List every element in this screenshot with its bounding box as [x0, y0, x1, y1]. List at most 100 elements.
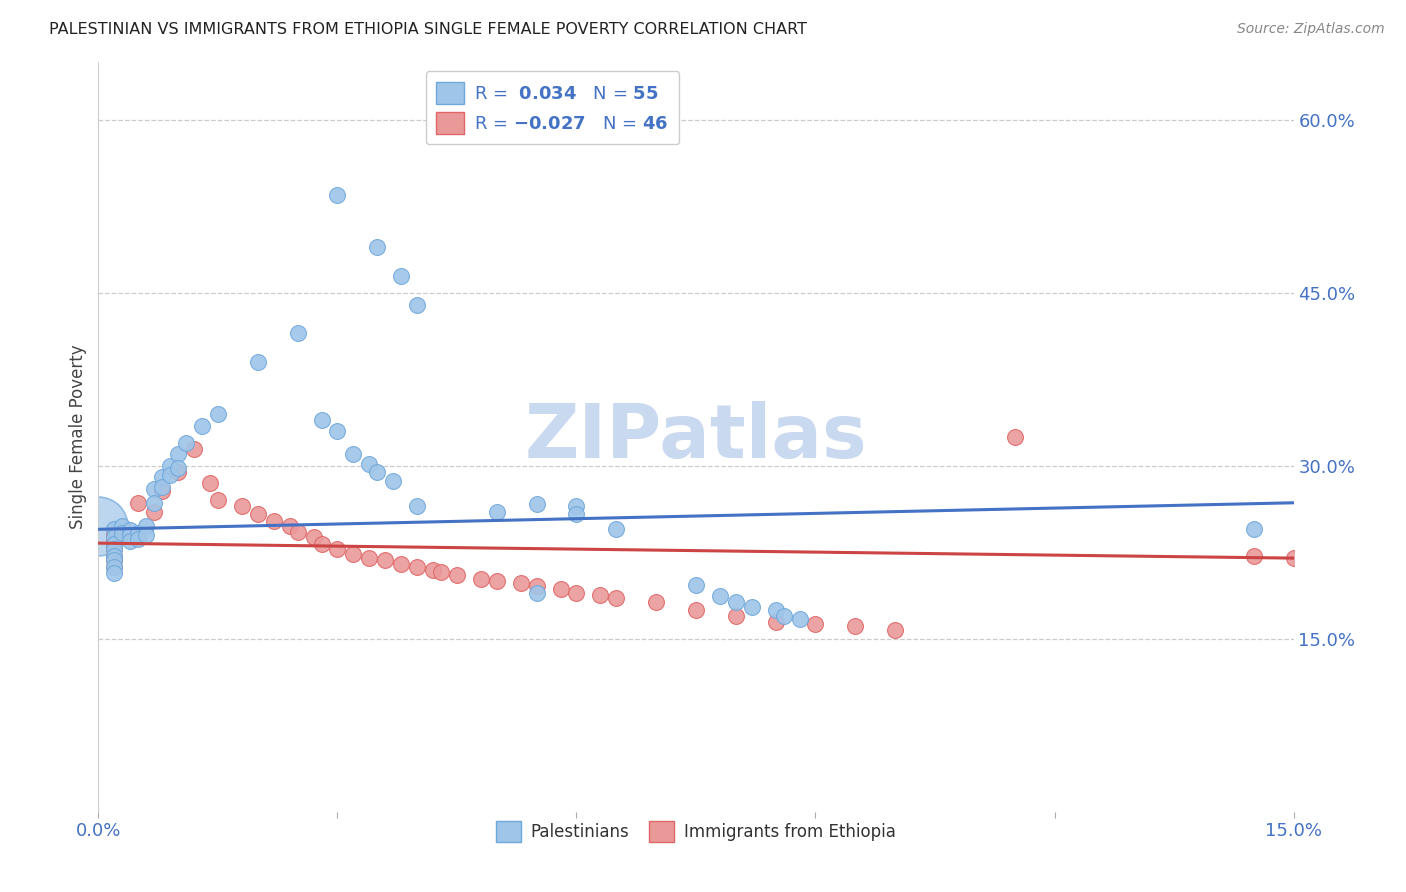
Point: [804, 616, 827, 631]
Point: [605, 591, 627, 606]
Point: [287, 524, 309, 539]
Point: [406, 560, 429, 574]
Point: [167, 461, 190, 475]
Point: [884, 623, 907, 637]
Point: [103, 553, 125, 567]
Point: [709, 589, 731, 603]
Point: [135, 519, 157, 533]
Point: [246, 355, 269, 369]
Point: [366, 240, 388, 254]
Point: [406, 500, 429, 514]
Point: [382, 474, 405, 488]
Point: [150, 470, 173, 484]
Point: [207, 493, 229, 508]
Point: [120, 524, 142, 538]
Point: [485, 505, 508, 519]
Point: [326, 425, 349, 439]
Point: [422, 563, 444, 577]
Point: [765, 615, 787, 629]
Point: [103, 566, 125, 580]
Text: Source: ZipAtlas.com: Source: ZipAtlas.com: [1237, 22, 1385, 37]
Point: [311, 537, 333, 551]
Point: [509, 576, 531, 591]
Point: [167, 447, 190, 461]
Point: [1243, 522, 1265, 536]
Point: [359, 551, 381, 566]
Point: [103, 560, 125, 574]
Point: [127, 532, 149, 546]
Point: [198, 476, 221, 491]
Point: [143, 482, 166, 496]
Point: [120, 533, 142, 548]
Point: [446, 568, 468, 582]
Point: [159, 458, 181, 473]
Point: [389, 268, 412, 283]
Text: ZIPatlas: ZIPatlas: [524, 401, 868, 474]
Point: [103, 549, 125, 563]
Point: [150, 484, 173, 499]
Point: [135, 528, 157, 542]
Point: [430, 565, 453, 579]
Point: [645, 595, 668, 609]
Legend: Palestinians, Immigrants from Ethiopia: Palestinians, Immigrants from Ethiopia: [489, 814, 903, 848]
Point: [143, 505, 166, 519]
Point: [342, 447, 364, 461]
Point: [685, 577, 707, 591]
Point: [150, 480, 173, 494]
Point: [207, 407, 229, 421]
Point: [103, 553, 125, 567]
Point: [111, 519, 134, 533]
Point: [565, 585, 588, 599]
Point: [406, 297, 429, 311]
Point: [526, 579, 548, 593]
Point: [120, 528, 142, 542]
Point: [326, 541, 349, 556]
Point: [366, 465, 388, 479]
Point: [103, 541, 125, 556]
Point: [103, 560, 125, 574]
Point: [741, 599, 763, 614]
Point: [167, 465, 190, 479]
Point: [724, 608, 747, 623]
Point: [159, 468, 181, 483]
Point: [359, 457, 381, 471]
Point: [1004, 430, 1026, 444]
Point: [302, 530, 325, 544]
Point: [103, 541, 125, 556]
Point: [311, 413, 333, 427]
Point: [103, 522, 125, 536]
Text: PALESTINIAN VS IMMIGRANTS FROM ETHIOPIA SINGLE FEMALE POVERTY CORRELATION CHART: PALESTINIAN VS IMMIGRANTS FROM ETHIOPIA …: [49, 22, 807, 37]
Point: [103, 528, 125, 542]
Point: [374, 553, 396, 567]
Point: [231, 500, 253, 514]
Point: [1243, 549, 1265, 563]
Point: [326, 188, 349, 202]
Point: [565, 508, 588, 522]
Point: [685, 603, 707, 617]
Point: [342, 547, 364, 561]
Point: [143, 496, 166, 510]
Point: [550, 582, 572, 597]
Point: [183, 442, 205, 456]
Point: [772, 608, 794, 623]
Point: [589, 588, 612, 602]
Point: [565, 500, 588, 514]
Point: [174, 435, 197, 450]
Point: [789, 612, 811, 626]
Point: [470, 572, 492, 586]
Point: [103, 530, 125, 544]
Point: [87, 519, 110, 533]
Point: [389, 557, 412, 571]
Point: [485, 574, 508, 589]
Y-axis label: Single Female Poverty: Single Female Poverty: [69, 345, 87, 529]
Point: [844, 619, 866, 633]
Point: [526, 497, 548, 511]
Point: [526, 585, 548, 599]
Point: [765, 603, 787, 617]
Point: [103, 537, 125, 551]
Point: [103, 535, 125, 549]
Point: [263, 514, 285, 528]
Point: [246, 508, 269, 522]
Point: [724, 595, 747, 609]
Point: [1282, 551, 1305, 566]
